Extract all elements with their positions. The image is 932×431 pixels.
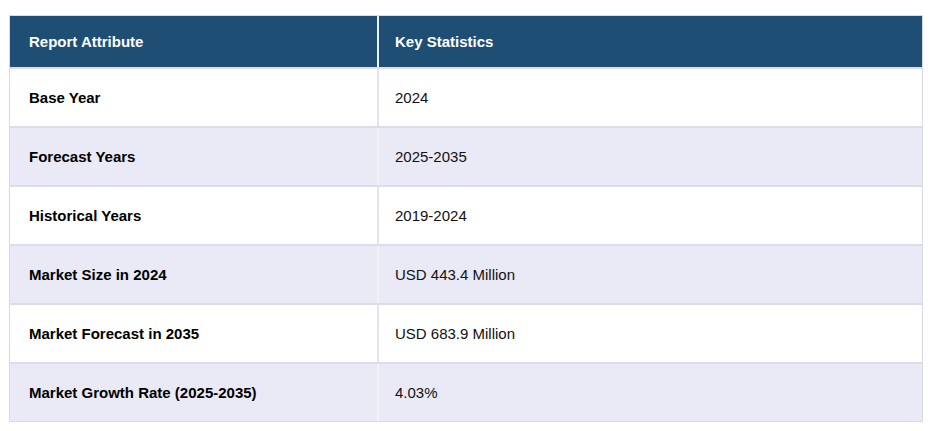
header-cell-key-statistics: Key Statistics [377,16,922,67]
row-attribute-label: Market Forecast in 2035 [10,305,377,362]
table-header-row: Report Attribute Key Statistics [10,16,922,67]
table-row-forecast-years: Forecast Years 2025-2035 [10,126,922,185]
row-value: 2024 [377,69,922,126]
page: Report Attribute Key Statistics Base Yea… [0,0,932,431]
row-attribute-label: Base Year [10,69,377,126]
row-value: 2019-2024 [377,187,922,244]
table-row-base-year: Base Year 2024 [10,67,922,126]
row-value: 2025-2035 [377,128,922,185]
row-value: 4.03% [377,364,922,421]
row-attribute-label: Market Size in 2024 [10,246,377,303]
table-row-market-size: Market Size in 2024 USD 443.4 Million [10,244,922,303]
table-row-market-forecast: Market Forecast in 2035 USD 683.9 Millio… [10,303,922,362]
row-attribute-label: Market Growth Rate (2025-2035) [10,364,377,421]
table-row-market-growth-rate: Market Growth Rate (2025-2035) 4.03% [10,362,922,421]
row-attribute-label: Historical Years [10,187,377,244]
row-value: USD 683.9 Million [377,305,922,362]
table-row-historical-years: Historical Years 2019-2024 [10,185,922,244]
report-attributes-table: Report Attribute Key Statistics Base Yea… [9,15,923,422]
row-attribute-label: Forecast Years [10,128,377,185]
row-value: USD 443.4 Million [377,246,922,303]
header-cell-report-attribute: Report Attribute [10,16,377,67]
